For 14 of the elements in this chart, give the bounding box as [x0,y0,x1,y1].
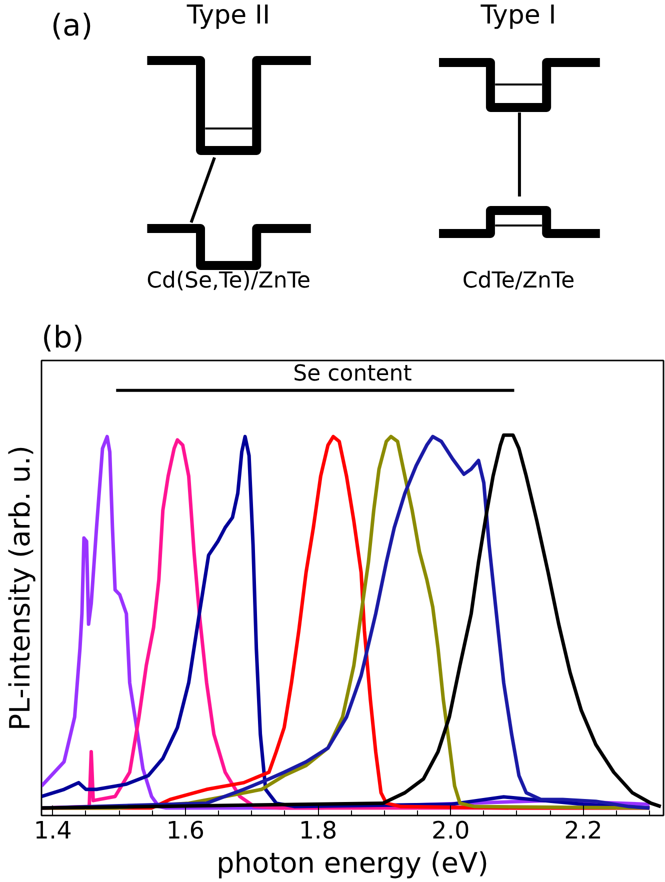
y-axis-title: PL-intensity (arb. u.) [4,445,36,731]
x-tick-label: 2.0 [432,816,470,844]
text: Type I [480,0,556,30]
text: Type II [186,0,270,30]
text: CdTe/ZnTe [462,268,575,294]
text: Se content [293,362,412,387]
x-tick-label: 1.8 [298,816,338,844]
text: Cd(Se,Te)/ZnTe [146,268,311,294]
text: (a) [50,8,93,44]
text: (b) [42,320,84,356]
x-tick-label: 1.4 [34,816,72,844]
x-tick-label: 1.6 [166,816,204,844]
x-tick-label: 2.2 [564,816,602,844]
x-axis-title: photon energy (eV) [216,846,489,880]
